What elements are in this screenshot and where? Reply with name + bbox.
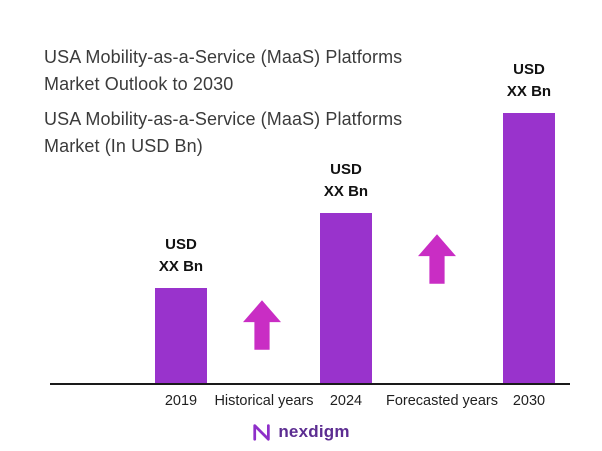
chart-subtitle-line-1: USA Mobility-as-a-Service (MaaS) Platfor… — [44, 109, 403, 129]
bar-value-label-2019-currency: USD — [165, 236, 197, 253]
bar-value-label-2030-amount: XX Bn — [506, 83, 552, 100]
chart-title-line-2: Market Outlook to 2030 — [44, 74, 234, 94]
chart-subtitle-line-2: Market (In USD Bn) — [44, 136, 203, 156]
bar-value-label-2030-currency: USD — [513, 61, 545, 78]
chart-title-block: USA Mobility-as-a-Service (MaaS) Platfor… — [44, 44, 504, 160]
nexdigm-logo-icon — [253, 424, 271, 441]
bar-value-label-2024-currency: USD — [330, 161, 362, 178]
title-spacer — [44, 98, 504, 106]
bar-2030 — [503, 113, 555, 385]
bar-2019 — [155, 288, 207, 385]
brand-name: nexdigm — [278, 422, 350, 441]
bar-value-label-2024: USD XX Bn — [296, 159, 396, 203]
x-annotation-forecasted-years: Forecasted years — [385, 393, 499, 409]
x-tick-2030: 2030 — [512, 393, 546, 409]
footer-brand: nexdigm — [0, 422, 602, 442]
chart-title-line-1: USA Mobility-as-a-Service (MaaS) Platfor… — [44, 47, 403, 67]
x-tick-2024: 2024 — [329, 393, 363, 409]
x-tick-2019: 2019 — [164, 393, 198, 409]
growth-arrow-icon-2 — [418, 234, 456, 284]
bar-value-label-2024-amount: XX Bn — [323, 183, 369, 200]
bar-value-label-2019-amount: XX Bn — [158, 258, 204, 275]
growth-arrow-icon-1 — [243, 300, 281, 350]
bar-2024 — [320, 213, 372, 385]
bar-value-label-2030: USD XX Bn — [479, 59, 579, 103]
bar-value-label-2019: USD XX Bn — [131, 234, 231, 278]
x-annotation-historical-years: Historical years — [214, 393, 314, 409]
x-axis-line — [50, 383, 570, 385]
